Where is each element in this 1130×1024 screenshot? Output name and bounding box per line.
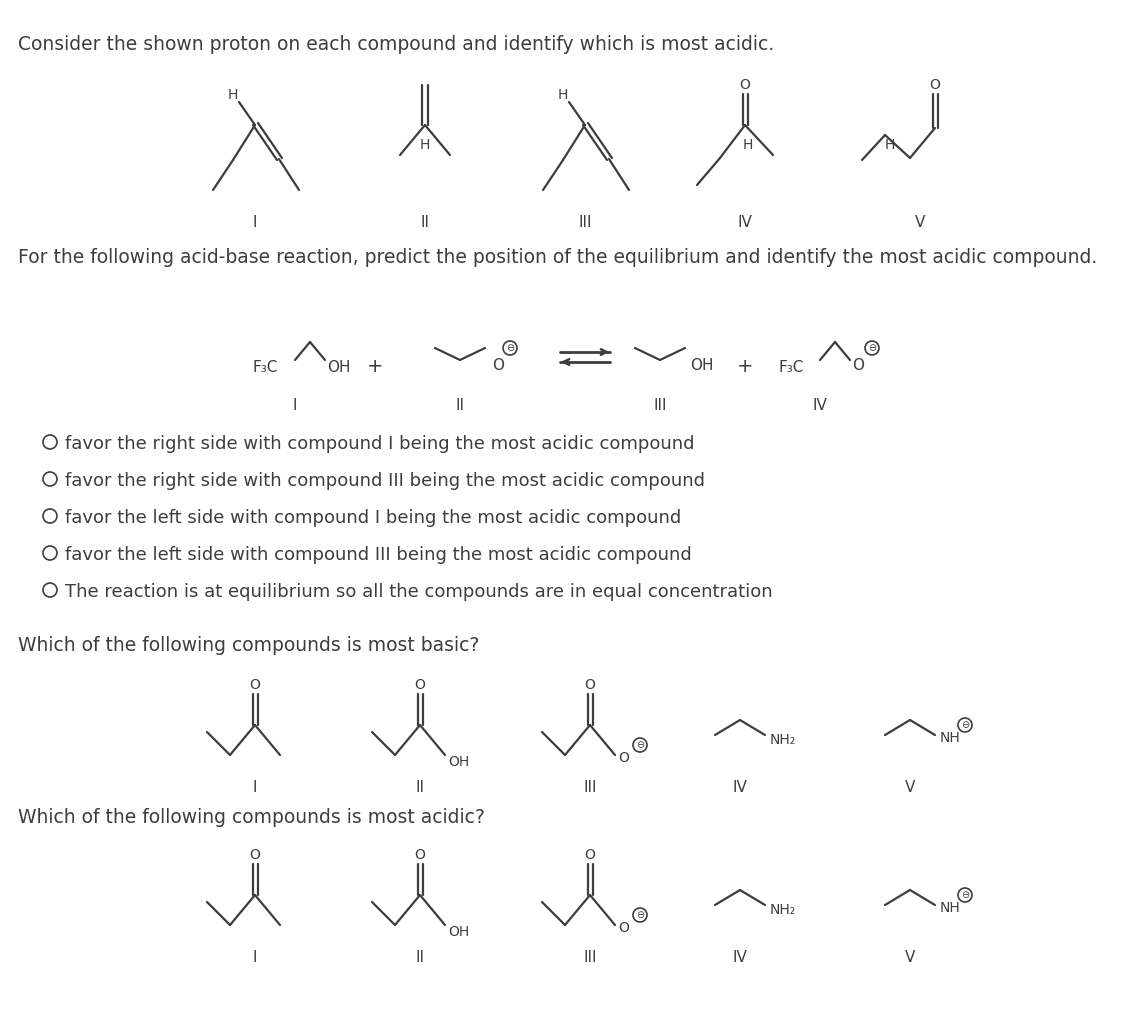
Text: Consider the shown proton on each compound and identify which is most acidic.: Consider the shown proton on each compou… [18,35,774,54]
Text: II: II [455,398,464,413]
Text: OH: OH [327,360,350,376]
Text: ⊖: ⊖ [960,720,970,730]
Text: NH₂: NH₂ [770,903,797,918]
Text: II: II [420,215,429,230]
Text: OH: OH [447,755,469,769]
Text: +: + [737,356,754,376]
Text: OH: OH [447,925,469,939]
Text: +: + [367,356,383,376]
Text: III: III [583,780,597,795]
Text: H: H [558,88,568,102]
Text: O: O [618,751,629,765]
Text: ⊖: ⊖ [636,910,644,920]
Text: favor the right side with compound I being the most acidic compound: favor the right side with compound I bei… [66,435,695,453]
Text: F₃C: F₃C [253,360,278,376]
Text: O: O [739,78,750,92]
Text: OH: OH [690,357,713,373]
Text: NH: NH [940,731,960,745]
Text: I: I [253,950,258,965]
Text: favor the left side with compound I being the most acidic compound: favor the left side with compound I bein… [66,509,681,527]
Text: H: H [742,138,754,152]
Text: H: H [228,88,238,102]
Text: ⊖: ⊖ [506,343,514,353]
Text: The reaction is at equilibrium so all the compounds are in equal concentration: The reaction is at equilibrium so all th… [66,583,773,601]
Text: F₃C: F₃C [777,360,803,376]
Text: ⊖: ⊖ [636,740,644,750]
Text: favor the left side with compound III being the most acidic compound: favor the left side with compound III be… [66,546,692,564]
Text: V: V [905,780,915,795]
Text: III: III [583,950,597,965]
Text: II: II [416,950,425,965]
Text: IV: IV [732,780,747,795]
Text: O: O [930,78,940,92]
Text: O: O [852,357,864,373]
Text: I: I [293,398,297,413]
Text: O: O [415,848,425,862]
Text: V: V [915,215,925,230]
Text: IV: IV [738,215,753,230]
Text: ⊖: ⊖ [960,890,970,900]
Text: NH: NH [940,901,960,915]
Text: IV: IV [812,398,827,413]
Text: Which of the following compounds is most basic?: Which of the following compounds is most… [18,636,479,655]
Text: favor the right side with compound III being the most acidic compound: favor the right side with compound III b… [66,472,705,490]
Text: O: O [250,848,260,862]
Text: O: O [584,848,596,862]
Text: II: II [416,780,425,795]
Text: Which of the following compounds is most acidic?: Which of the following compounds is most… [18,808,485,827]
Text: I: I [253,780,258,795]
Text: NH₂: NH₂ [770,733,797,746]
Text: IV: IV [732,950,747,965]
Text: O: O [250,678,260,692]
Text: O: O [584,678,596,692]
Text: H: H [420,138,431,152]
Text: For the following acid-base reaction, predict the position of the equilibrium an: For the following acid-base reaction, pr… [18,248,1097,267]
Text: O: O [618,921,629,935]
Text: V: V [905,950,915,965]
Text: ⊖: ⊖ [868,343,876,353]
Text: O: O [492,357,504,373]
Text: I: I [253,215,258,230]
Text: III: III [579,215,592,230]
Text: III: III [653,398,667,413]
Text: H: H [885,138,895,152]
Text: O: O [415,678,425,692]
